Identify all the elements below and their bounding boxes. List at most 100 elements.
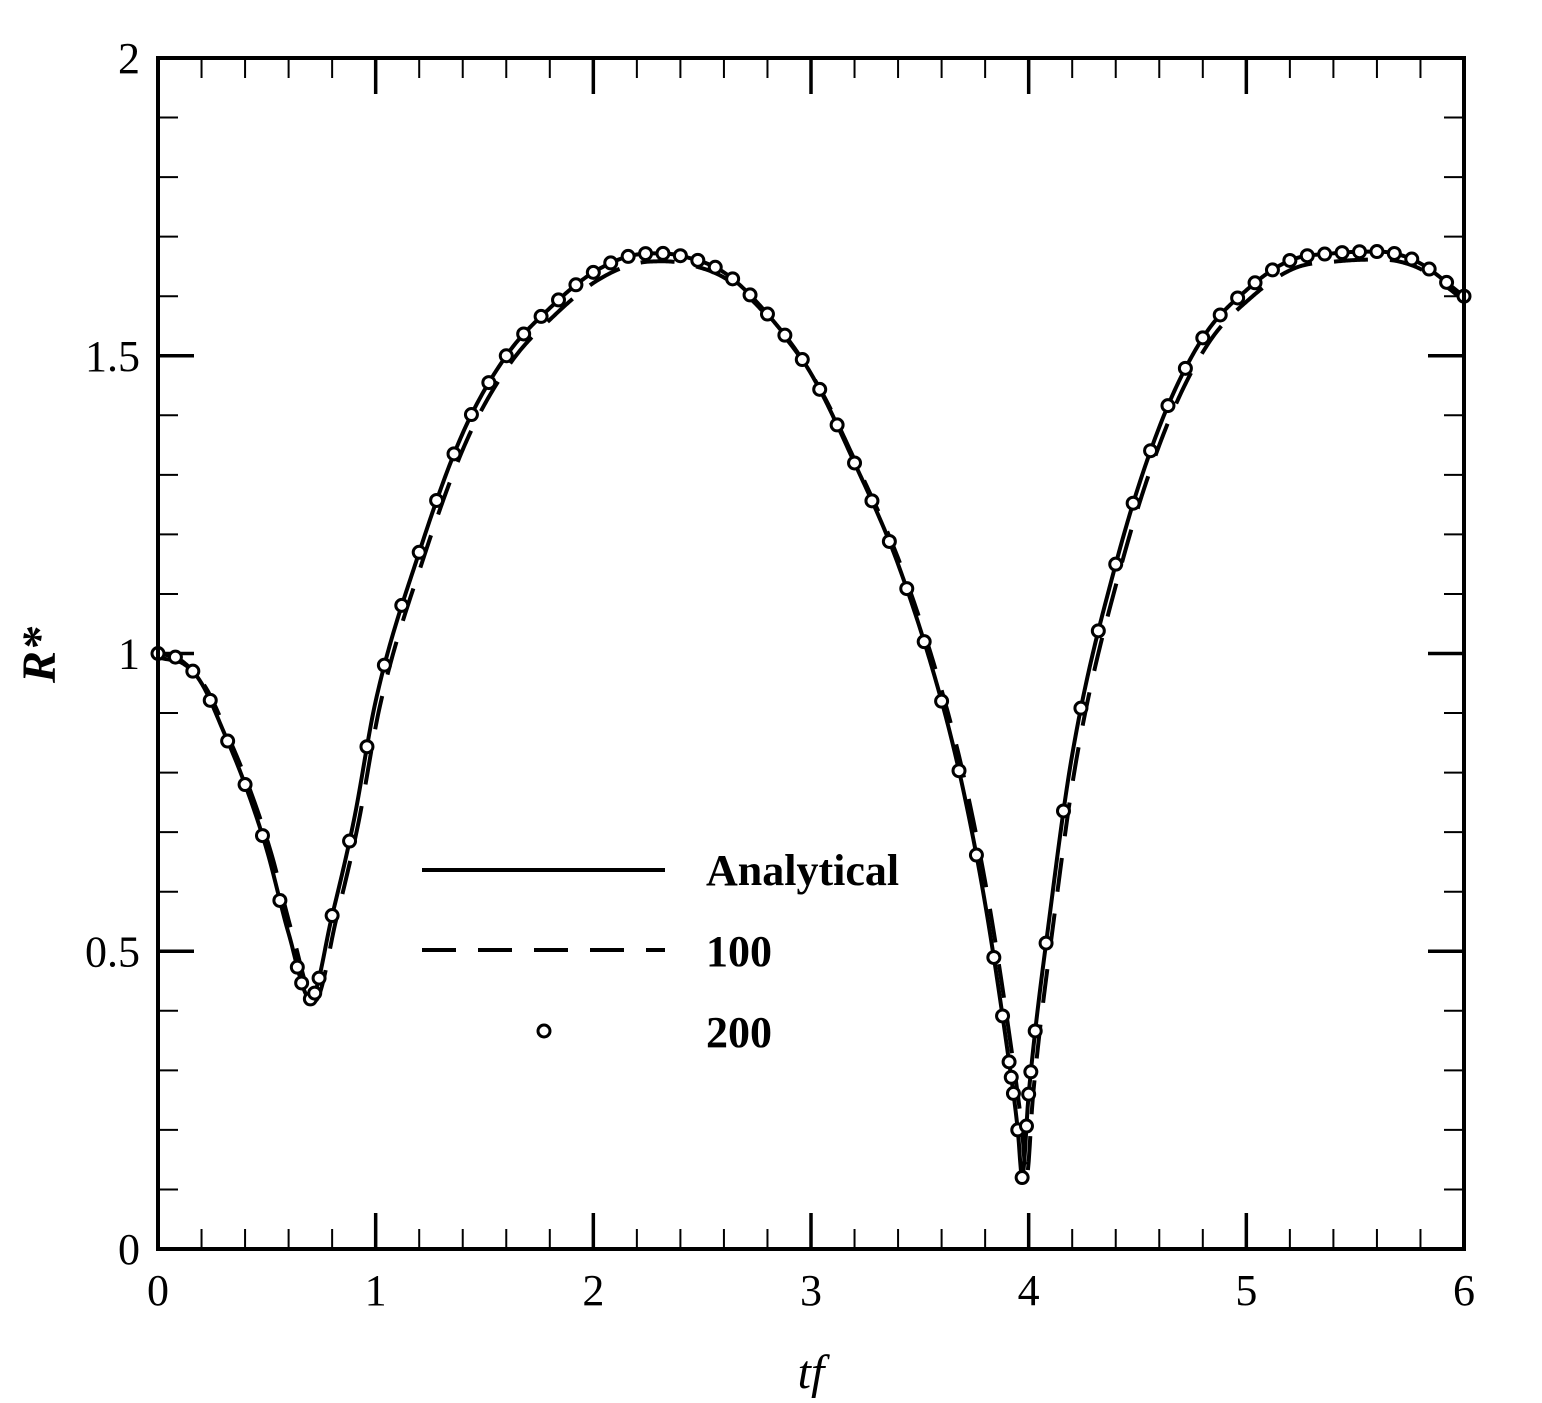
series-point-200 (968, 847, 984, 863)
x-tick-label: 4 (1018, 1266, 1040, 1315)
series-point-200 (759, 306, 775, 322)
series-point-200 (1386, 245, 1402, 261)
series-layer (150, 244, 1472, 1186)
series-point-200 (638, 246, 654, 262)
series-point-200 (934, 693, 950, 709)
ticks-layer (156, 56, 1466, 1251)
plot-frame (156, 56, 1466, 1251)
series-point-200 (533, 308, 549, 324)
series-point-200 (1212, 307, 1228, 323)
series-point-200 (237, 777, 253, 793)
series-point-200 (1177, 360, 1193, 376)
series-line-100 (158, 257, 1466, 1179)
series-point-200 (951, 763, 967, 779)
legend: Analytical 100 200 (422, 846, 899, 1057)
x-tick-label: 3 (800, 1266, 822, 1315)
series-point-200 (394, 597, 410, 613)
legend-label-analytical: Analytical (706, 846, 899, 895)
series-point-200 (1439, 274, 1455, 290)
series-point-200 (1230, 290, 1246, 306)
legend-marker-200 (536, 1023, 552, 1039)
series-point-200 (812, 381, 828, 397)
legend-label-100: 100 (706, 927, 772, 976)
series-point-200 (916, 634, 932, 650)
y-axis-title: R* (13, 626, 66, 684)
series-point-200 (829, 417, 845, 433)
series-point-200 (481, 375, 497, 391)
labels-layer: 0 1 2 3 4 5 6 0 0.5 1 1.5 2 (85, 34, 1475, 1315)
series-point-200 (272, 892, 288, 908)
series-point-200 (376, 657, 392, 673)
series-point-200 (1125, 495, 1141, 511)
series-point-200 (881, 533, 897, 549)
series-point-200 (498, 348, 514, 364)
series-point-200 (777, 327, 793, 343)
series-point-200 (220, 733, 236, 749)
series-point-200 (202, 692, 218, 708)
series-point-200 (359, 739, 375, 755)
series-point-200 (1247, 275, 1263, 291)
series-point-200 (463, 407, 479, 423)
series-point-200 (311, 970, 327, 986)
series-point-200 (1073, 700, 1089, 716)
series-point-200 (1108, 556, 1124, 572)
y-tick-label: 0 (118, 1225, 140, 1274)
series-point-200 (986, 949, 1002, 965)
series-point-200 (794, 352, 810, 368)
series-point-200 (1003, 1069, 1019, 1085)
series-point-200 (899, 581, 915, 597)
series-point-200 (1023, 1064, 1039, 1080)
x-tick-label: 0 (147, 1266, 169, 1315)
series-point-200 (1055, 803, 1071, 819)
series-point-200 (429, 492, 445, 508)
series-point-200 (342, 833, 358, 849)
series-point-200 (1160, 398, 1176, 414)
series-point-200 (1369, 244, 1385, 260)
series-point-200 (1264, 262, 1280, 278)
x-axis-title: tf (798, 1346, 830, 1398)
series-point-200 (1027, 1023, 1043, 1039)
series-point-200 (603, 255, 619, 271)
series-point-200 (167, 649, 183, 665)
series-point-200 (1317, 246, 1333, 262)
series-point-200 (1005, 1085, 1021, 1101)
series-point-200 (307, 985, 323, 1001)
series-point-200 (1001, 1054, 1017, 1070)
series-point-200 (672, 248, 688, 264)
series-point-200 (516, 326, 532, 342)
series-point-200 (1090, 623, 1106, 639)
series-point-200 (620, 248, 636, 264)
series-point-200 (655, 245, 671, 261)
series-point-200 (1334, 245, 1350, 261)
x-tick-label: 5 (1235, 1266, 1257, 1315)
series-point-200 (551, 292, 567, 308)
series-point-200 (725, 271, 741, 287)
y-tick-label: 1 (118, 630, 140, 679)
series-line-analytical (157, 249, 1466, 1179)
series-point-200 (289, 959, 305, 975)
series-point-200 (690, 252, 706, 268)
series-point-200 (1018, 1118, 1034, 1134)
series-point-200 (1038, 935, 1054, 951)
series-point-200 (995, 1008, 1011, 1024)
y-tick-label: 2 (118, 34, 140, 83)
series-point-200 (1195, 330, 1211, 346)
series-point-200 (1421, 261, 1437, 277)
series-point-200 (707, 259, 723, 275)
series-point-200 (446, 446, 462, 462)
series-point-200 (742, 287, 758, 303)
series-point-200 (185, 663, 201, 679)
series-point-200 (847, 455, 863, 471)
series-point-200 (1404, 251, 1420, 267)
series-point-200 (1014, 1170, 1030, 1186)
series-point-200 (1352, 244, 1368, 260)
y-tick-label: 1.5 (85, 332, 140, 381)
y-tick-label: 0.5 (85, 927, 140, 976)
legend-label-200: 200 (706, 1008, 772, 1057)
x-tick-label: 2 (582, 1266, 604, 1315)
x-tick-label: 6 (1453, 1266, 1475, 1315)
series-point-200 (1143, 443, 1159, 459)
series-point-200 (294, 975, 310, 991)
series-point-200 (1282, 252, 1298, 268)
